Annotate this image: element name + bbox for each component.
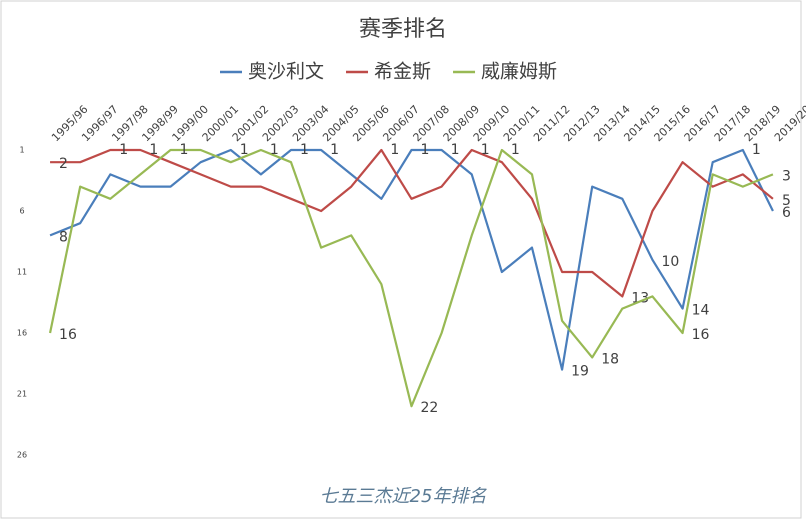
data-label: 1 (511, 142, 520, 158)
data-label: 1 (481, 142, 490, 158)
y-tick-label: 11 (17, 268, 27, 277)
y-tick-label: 26 (17, 451, 27, 460)
data-label: 6 (782, 205, 791, 221)
data-label: 2 (59, 156, 68, 172)
y-tick-label: 1 (19, 146, 24, 155)
data-label: 8 (59, 229, 68, 245)
data-label: 22 (421, 400, 439, 416)
data-label: 1 (300, 142, 309, 158)
y-tick-label: 21 (17, 390, 27, 399)
data-label: 5 (782, 193, 791, 209)
data-label: 10 (661, 254, 679, 270)
series-line (49, 148, 774, 371)
data-label: 1 (180, 142, 189, 158)
data-label: 3 (782, 168, 791, 184)
series-line (50, 148, 774, 298)
series-line (48, 148, 774, 408)
data-label: 1 (421, 142, 430, 158)
data-label: 18 (601, 351, 619, 367)
legend-label: 奥沙利文 (248, 61, 324, 83)
data-label: 16 (692, 327, 710, 343)
data-label: 1 (119, 142, 128, 158)
chart-footer: 七五三杰近25年排名 (320, 486, 488, 507)
data-label: 1 (451, 142, 460, 158)
data-label: 1 (270, 142, 279, 158)
chart-title: 赛季排名 (359, 17, 447, 42)
data-label: 1 (330, 142, 339, 158)
data-label: 19 (571, 364, 589, 380)
legend-label: 威廉姆斯 (481, 61, 557, 83)
y-tick-label: 6 (19, 207, 24, 216)
data-label: 1 (149, 142, 158, 158)
data-label: 1 (240, 142, 249, 158)
data-label: 16 (59, 327, 77, 343)
y-tick-label: 16 (17, 329, 27, 338)
data-label: 14 (692, 303, 710, 319)
legend-label: 希金斯 (374, 61, 431, 83)
data-label: 1 (390, 142, 399, 158)
data-label: 1 (752, 142, 761, 158)
